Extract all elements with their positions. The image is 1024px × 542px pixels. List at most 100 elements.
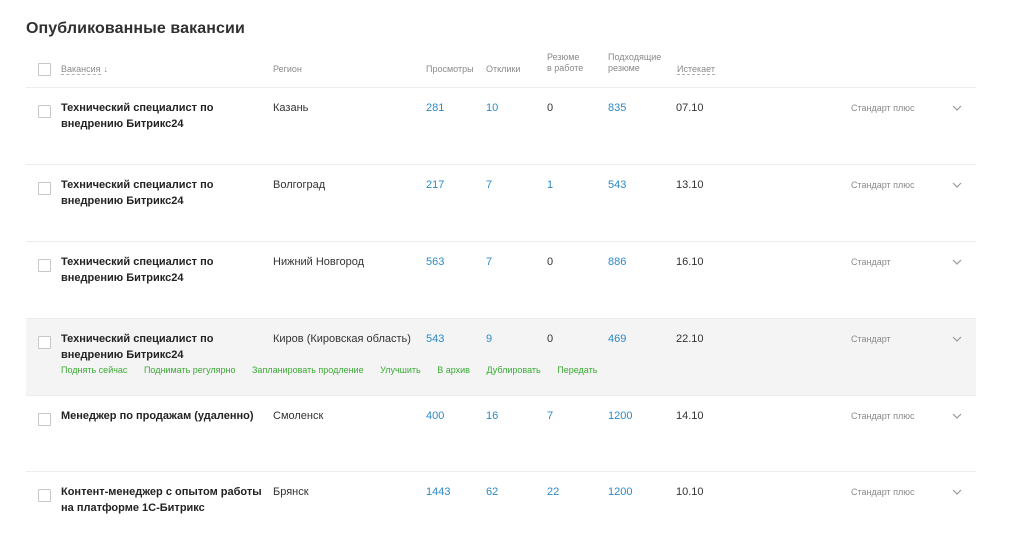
header-matching-resumes: Подходящие резюме: [608, 52, 661, 74]
expires-date: 16.10: [676, 256, 704, 268]
sort-arrow-icon: ↓: [103, 64, 109, 74]
header-expires-label[interactable]: Истекает: [677, 64, 715, 75]
chevron-down-icon[interactable]: [951, 412, 963, 420]
vacancy-title-line2[interactable]: внедрению Битрикс24: [61, 118, 184, 130]
header-vacancy-label[interactable]: Вакансия: [61, 64, 101, 75]
header-vacancy[interactable]: Вакансия ↓: [61, 64, 108, 75]
duplicate-link[interactable]: Дублировать: [486, 365, 541, 375]
header-resume-in-work-line1: Резюме: [547, 52, 580, 62]
table-row[interactable]: Технический специалист по внедрению Битр…: [26, 87, 976, 164]
vacancy-title-line2[interactable]: внедрению Битрикс24: [61, 195, 184, 207]
table-row[interactable]: Технический специалист по внедрению Битр…: [26, 164, 976, 241]
header-resume-in-work: Резюме в работе: [547, 52, 583, 74]
header-views: Просмотры: [426, 64, 474, 74]
raise-now-link[interactable]: Поднять сейчас: [61, 365, 128, 375]
vacancy-title-line1[interactable]: Технический специалист по: [61, 179, 214, 191]
region: Нижний Новгород: [273, 256, 365, 268]
matching-count[interactable]: 1200: [608, 410, 633, 422]
row-checkbox[interactable]: [38, 259, 51, 272]
views-count[interactable]: 217: [426, 179, 445, 191]
tariff-label: Стандарт плюс: [851, 411, 915, 421]
region: Брянск: [273, 486, 309, 498]
region: Киров (Кировская область): [273, 333, 411, 345]
vacancy-title-line1[interactable]: Менеджер по продажам (удаленно): [61, 410, 254, 422]
responses-count[interactable]: 10: [486, 102, 499, 114]
chevron-down-icon[interactable]: [951, 104, 963, 112]
expires-date: 10.10: [676, 486, 704, 498]
improve-link[interactable]: Улучшить: [380, 365, 421, 375]
select-all-checkbox[interactable]: [38, 63, 51, 76]
chevron-down-icon[interactable]: [951, 335, 963, 343]
vacancy-title-line1[interactable]: Технический специалист по: [61, 333, 214, 345]
vacancy-title[interactable]: Технический специалист по внедрению Битр…: [61, 331, 266, 363]
vacancy-title[interactable]: Технический специалист по внедрению Битр…: [61, 177, 266, 209]
vacancy-title-line2[interactable]: внедрению Битрикс24: [61, 272, 184, 284]
chevron-down-icon[interactable]: [951, 488, 963, 496]
vacancy-title[interactable]: Технический специалист по внедрению Битр…: [61, 254, 266, 286]
transfer-link[interactable]: Передать: [557, 365, 598, 375]
schedule-extension-link[interactable]: Запланировать продление: [252, 365, 364, 375]
expires-date: 07.10: [676, 102, 704, 114]
vacancy-title-line1[interactable]: Технический специалист по: [61, 102, 214, 114]
vacancy-title[interactable]: Контент-менеджер с опытом работы на плат…: [61, 484, 291, 516]
views-count[interactable]: 563: [426, 256, 445, 268]
header-responses: Отклики: [486, 64, 521, 74]
archive-link[interactable]: В архив: [437, 365, 470, 375]
header-matching-line1: Подходящие: [608, 52, 662, 62]
header-matching-line2: резюме: [608, 63, 640, 73]
region: Волгоград: [273, 179, 326, 191]
row-actions: Поднять сейчас Поднимать регулярно Запла…: [61, 365, 611, 375]
header-region: Регион: [273, 64, 302, 74]
region: Казань: [273, 102, 309, 114]
row-checkbox[interactable]: [38, 489, 51, 502]
tariff-label: Стандарт плюс: [851, 180, 915, 190]
tariff-label: Стандарт: [851, 257, 891, 267]
chevron-down-icon[interactable]: [951, 258, 963, 266]
vacancy-title-line2[interactable]: на платформе 1С-Битрикс: [61, 502, 205, 514]
views-count[interactable]: 400: [426, 410, 445, 422]
vacancy-title[interactable]: Технический специалист по внедрению Битр…: [61, 100, 266, 132]
table-row[interactable]: Менеджер по продажам (удаленно) Смоленск…: [26, 395, 976, 471]
expires-date: 22.10: [676, 333, 704, 345]
row-checkbox[interactable]: [38, 413, 51, 426]
vacancy-title-line2[interactable]: внедрению Битрикс24: [61, 349, 184, 361]
in-work-count[interactable]: 22: [547, 486, 560, 498]
vacancy-title[interactable]: Менеджер по продажам (удаленно): [61, 408, 291, 424]
matching-count[interactable]: 543: [608, 179, 627, 191]
region: Смоленск: [273, 410, 324, 422]
in-work-count: 0: [547, 333, 554, 345]
responses-count[interactable]: 7: [486, 256, 493, 268]
page-title: Опубликованные вакансии: [26, 20, 245, 37]
matching-count[interactable]: 886: [608, 256, 627, 268]
expires-date: 13.10: [676, 179, 704, 191]
table-row[interactable]: Технический специалист по внедрению Битр…: [26, 241, 976, 318]
raise-regularly-link[interactable]: Поднимать регулярно: [143, 365, 236, 375]
in-work-count[interactable]: 1: [547, 179, 554, 191]
vacancy-title-line1[interactable]: Контент-менеджер с опытом работы: [61, 486, 262, 498]
row-checkbox[interactable]: [38, 336, 51, 349]
tariff-label: Стандарт плюс: [851, 487, 915, 497]
in-work-count[interactable]: 7: [547, 410, 554, 422]
table-row[interactable]: Контент-менеджер с опытом работы на плат…: [26, 471, 976, 542]
responses-count[interactable]: 16: [486, 410, 499, 422]
row-checkbox[interactable]: [38, 105, 51, 118]
header-resume-in-work-line2: в работе: [547, 63, 584, 73]
views-count[interactable]: 1443: [426, 486, 451, 498]
matching-count[interactable]: 1200: [608, 486, 633, 498]
table-row-active[interactable]: Технический специалист по внедрению Битр…: [26, 318, 976, 395]
tariff-label: Стандарт: [851, 334, 891, 344]
views-count[interactable]: 543: [426, 333, 445, 345]
in-work-count: 0: [547, 256, 554, 268]
tariff-label: Стандарт плюс: [851, 103, 915, 113]
vacancy-title-line1[interactable]: Технический специалист по: [61, 256, 214, 268]
views-count[interactable]: 281: [426, 102, 445, 114]
responses-count[interactable]: 7: [486, 179, 493, 191]
header-expires[interactable]: Истекает: [677, 64, 715, 75]
chevron-down-icon[interactable]: [951, 181, 963, 189]
matching-count[interactable]: 835: [608, 102, 627, 114]
responses-count[interactable]: 9: [486, 333, 493, 345]
responses-count[interactable]: 62: [486, 486, 499, 498]
expires-date: 14.10: [676, 410, 704, 422]
matching-count[interactable]: 469: [608, 333, 627, 345]
row-checkbox[interactable]: [38, 182, 51, 195]
